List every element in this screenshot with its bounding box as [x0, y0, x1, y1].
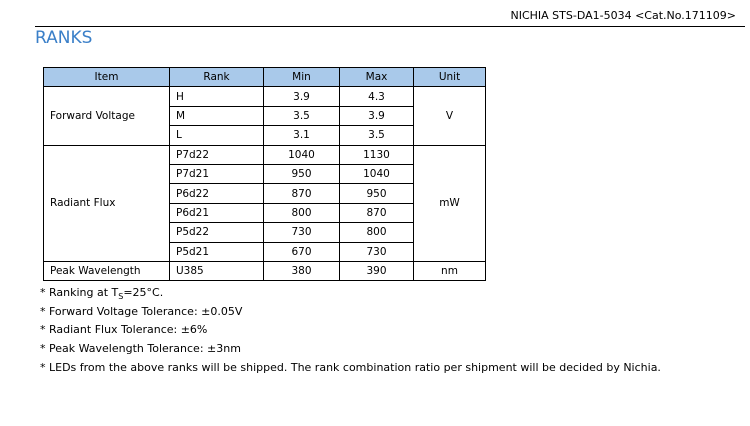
unit-cell: V [413, 86, 486, 146]
table-row: P5d22 730 800 [44, 222, 486, 243]
rank-cell: P5d22 [169, 222, 264, 243]
min-cell: 3.1 [263, 125, 340, 146]
rank-cell: M [169, 105, 264, 127]
rank-cell: P7d21 [169, 163, 264, 185]
rank-cell: P6d22 [169, 183, 264, 204]
column-header: Item [43, 66, 170, 88]
ranks-table: Item Rank Min Max Unit Forward Voltage H 3.9 4.… [43, 66, 486, 282]
section-title: RANKS [35, 28, 93, 48]
column-header: Rank [169, 66, 264, 88]
note-text: * Ranking at T [40, 286, 119, 299]
item-cell: Peak Wavelength [43, 260, 170, 282]
note: * LEDs from the above ranks will be ship… [40, 360, 661, 374]
rank-cell: H [169, 86, 264, 107]
min-cell: 1040 [263, 144, 340, 165]
item-cell: Radiant Flux [43, 144, 170, 262]
header-rule [35, 26, 745, 27]
note-text: =25°C. [123, 286, 164, 299]
max-cell: 1040 [339, 163, 414, 185]
item-cell: Forward Voltage [43, 86, 170, 146]
table-row: Peak Wavelength U385 380 390 nm [43, 260, 486, 282]
note: * Radiant Flux Tolerance: ±6% [40, 323, 208, 337]
table-row: P5d21 670 730 [44, 241, 486, 262]
max-cell: 730 [339, 241, 414, 262]
min-cell: 950 [263, 163, 340, 185]
table-row: L 3.1 3.5 [44, 125, 486, 146]
unit-cell: mW [413, 144, 486, 262]
max-cell: 390 [339, 260, 414, 282]
table-row: Forward Voltage H 3.9 4.3 V [43, 86, 486, 146]
table-row: P6d22 870 950 [44, 183, 486, 204]
rank-cell: L [169, 125, 264, 146]
unit-cell: nm [413, 260, 486, 282]
rank-cell: P7d22 [169, 144, 264, 165]
column-header: Unit [413, 66, 486, 88]
max-cell: 950 [339, 183, 414, 204]
max-cell: 800 [339, 222, 414, 243]
min-cell: 3.5 [263, 105, 340, 127]
min-cell: 800 [263, 202, 340, 224]
table-body: Forward Voltage H 3.9 4.3 V M 3.5 3.9 L 3.1 3.5 Rad… [43, 86, 486, 282]
note: * Ranking at TS=25°C. [40, 284, 661, 303]
column-header: Max [339, 66, 414, 88]
min-cell: 3.9 [263, 86, 340, 107]
max-cell: 1130 [339, 144, 414, 165]
max-cell: 3.5 [339, 125, 414, 146]
table-row: Radiant Flux P7d22 1040 1130 mW [43, 144, 486, 262]
min-cell: 670 [263, 241, 340, 262]
notes: * Ranking at TS=25°C. * Forward Voltage … [40, 284, 661, 377]
max-cell: 870 [339, 202, 414, 224]
doc-id: NICHIA STS-DA1-5034 <Cat.No.171109> [510, 9, 736, 22]
min-cell: 380 [263, 260, 340, 282]
min-cell: 870 [263, 183, 340, 204]
max-cell: 4.3 [339, 86, 414, 107]
header-row: Item Rank Min Max Unit [43, 66, 486, 88]
note: * Peak Wavelength Tolerance: ±3nm [40, 342, 241, 356]
max-cell: 3.9 [339, 105, 414, 127]
rank-cell: U385 [169, 260, 264, 282]
column-header: Min [263, 66, 340, 88]
note: * Forward Voltage Tolerance: ±0.05V [40, 304, 243, 318]
rank-cell: P5d21 [169, 241, 264, 262]
subscript: S [118, 292, 124, 302]
min-cell: 730 [263, 222, 340, 243]
rank-cell: P6d21 [169, 202, 264, 224]
table-row: P6d21 800 870 [44, 202, 486, 224]
table-row: M 3.5 3.9 [44, 105, 486, 127]
table-row: P7d21 950 1040 [44, 163, 486, 185]
